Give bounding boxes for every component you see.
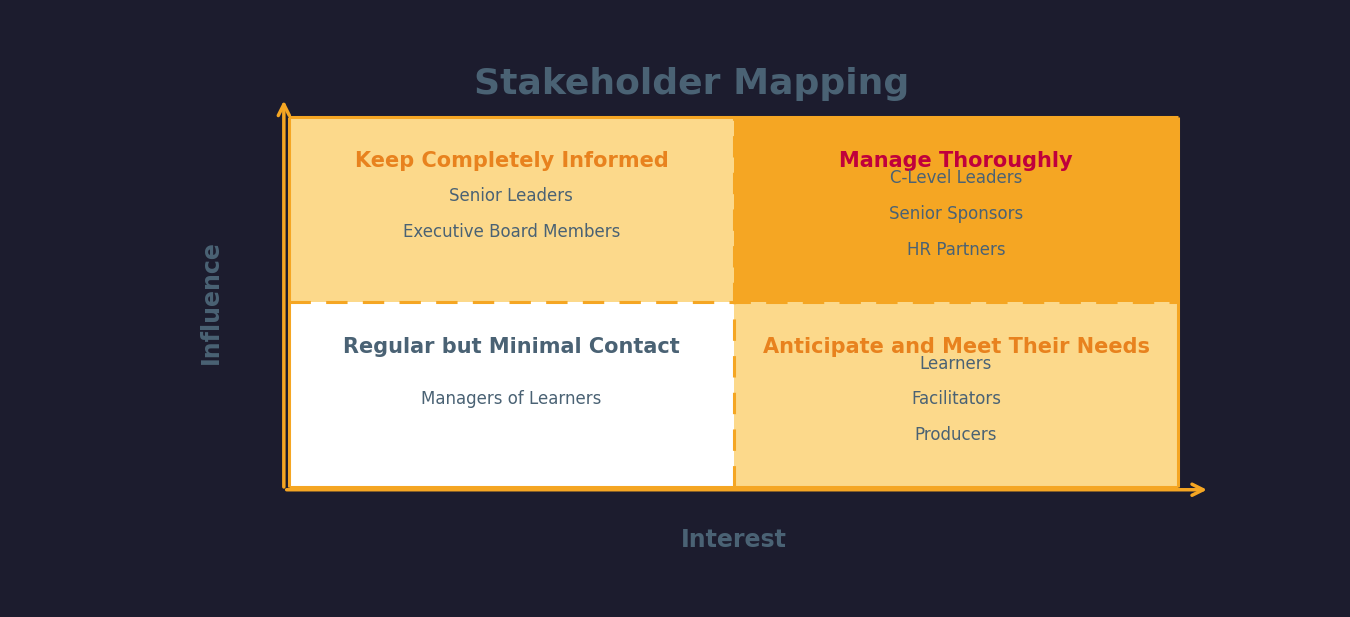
Text: Learners: Learners [919, 355, 992, 373]
Text: HR Partners: HR Partners [907, 241, 1006, 259]
Text: Interest: Interest [680, 528, 787, 552]
Bar [734, 117, 1179, 302]
Text: Regular but Minimal Contact: Regular but Minimal Contact [343, 336, 680, 357]
Text: Facilitators: Facilitators [911, 391, 1002, 408]
Text: Executive Board Members: Executive Board Members [402, 223, 620, 241]
Text: Senior Sponsors: Senior Sponsors [888, 205, 1023, 223]
Bar [289, 302, 734, 487]
Text: Keep Completely Informed: Keep Completely Informed [355, 151, 668, 172]
Text: Manage Thoroughly: Manage Thoroughly [840, 151, 1073, 172]
Bar [289, 117, 734, 302]
Bar [734, 302, 1179, 487]
Text: Stakeholder Mapping: Stakeholder Mapping [474, 67, 910, 101]
Text: C-Level Leaders: C-Level Leaders [890, 170, 1022, 188]
Text: Producers: Producers [915, 426, 998, 444]
Text: Influence: Influence [198, 240, 223, 364]
Text: Managers of Learners: Managers of Learners [421, 391, 602, 408]
Text: Senior Leaders: Senior Leaders [450, 187, 574, 205]
Text: Anticipate and Meet Their Needs: Anticipate and Meet Their Needs [763, 336, 1150, 357]
